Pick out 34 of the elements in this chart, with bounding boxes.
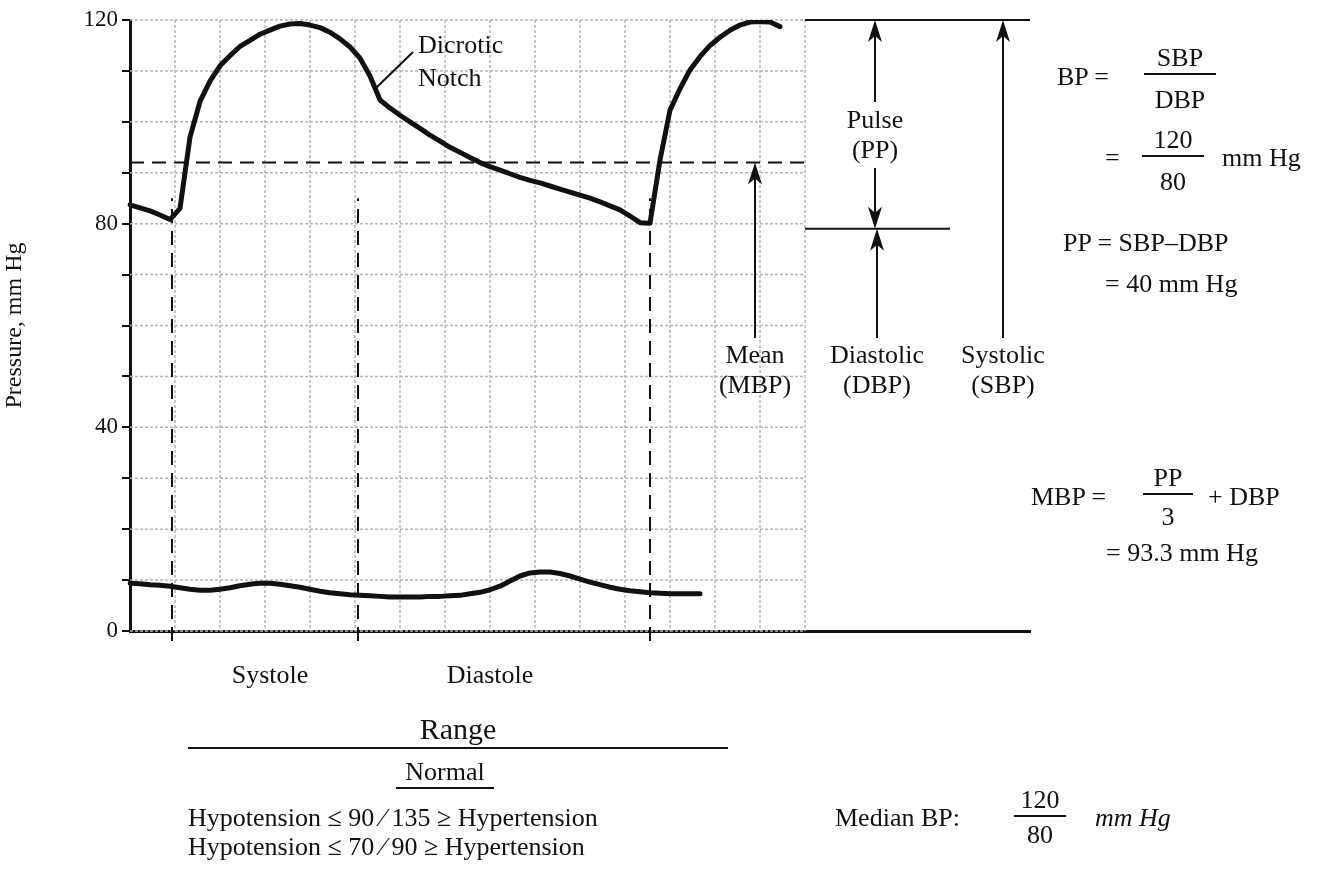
text: 120 [1014,785,1066,817]
x-tick-label: Diastole [446,660,534,690]
text: Hypotension ≤ 90 ⁄ 135 ≥ Hypertension [188,803,598,833]
text: = 40 mm Hg [1105,269,1238,299]
text: 80 [1159,167,1187,197]
annotation: MBP = [1031,482,1107,512]
text: mm Hg [1095,803,1171,833]
text: Normal [396,757,494,789]
annotation: Diastolic (DBP) [829,340,925,400]
text: = 93.3 mm Hg [1106,538,1258,568]
text: PP [1143,463,1193,495]
text: SBP [1144,43,1216,75]
annotation: Dicrotic Notch [418,29,505,94]
text: + DBP [1208,482,1280,512]
annotation: Pulse (PP) [845,105,905,165]
text: BP = [1057,62,1109,92]
y-tick-label: 40 [95,413,118,439]
text: 120 [1142,125,1204,157]
text: 3 [1160,502,1176,532]
y-tick-label: 80 [95,209,118,235]
text: DBP [1153,85,1207,115]
text: Median BP: [835,803,960,833]
text: 80 [1026,820,1054,850]
y-tick-label: 0 [106,617,118,643]
text: = [1105,143,1120,173]
y-tick-label: 120 [83,6,118,32]
annotation: Mean (MBP) [717,340,793,400]
text: Hypotension ≤ 70 ⁄ 90 ≥ Hypertension [188,832,585,862]
text: Range [188,711,728,749]
text: PP = SBP–DBP [1063,228,1229,258]
text: mm Hg [1222,143,1301,173]
x-tick-label: Systole [231,660,309,690]
y-axis-title: Pressure, mm Hg [0,242,26,409]
annotation: Systolic (SBP) [960,340,1046,400]
